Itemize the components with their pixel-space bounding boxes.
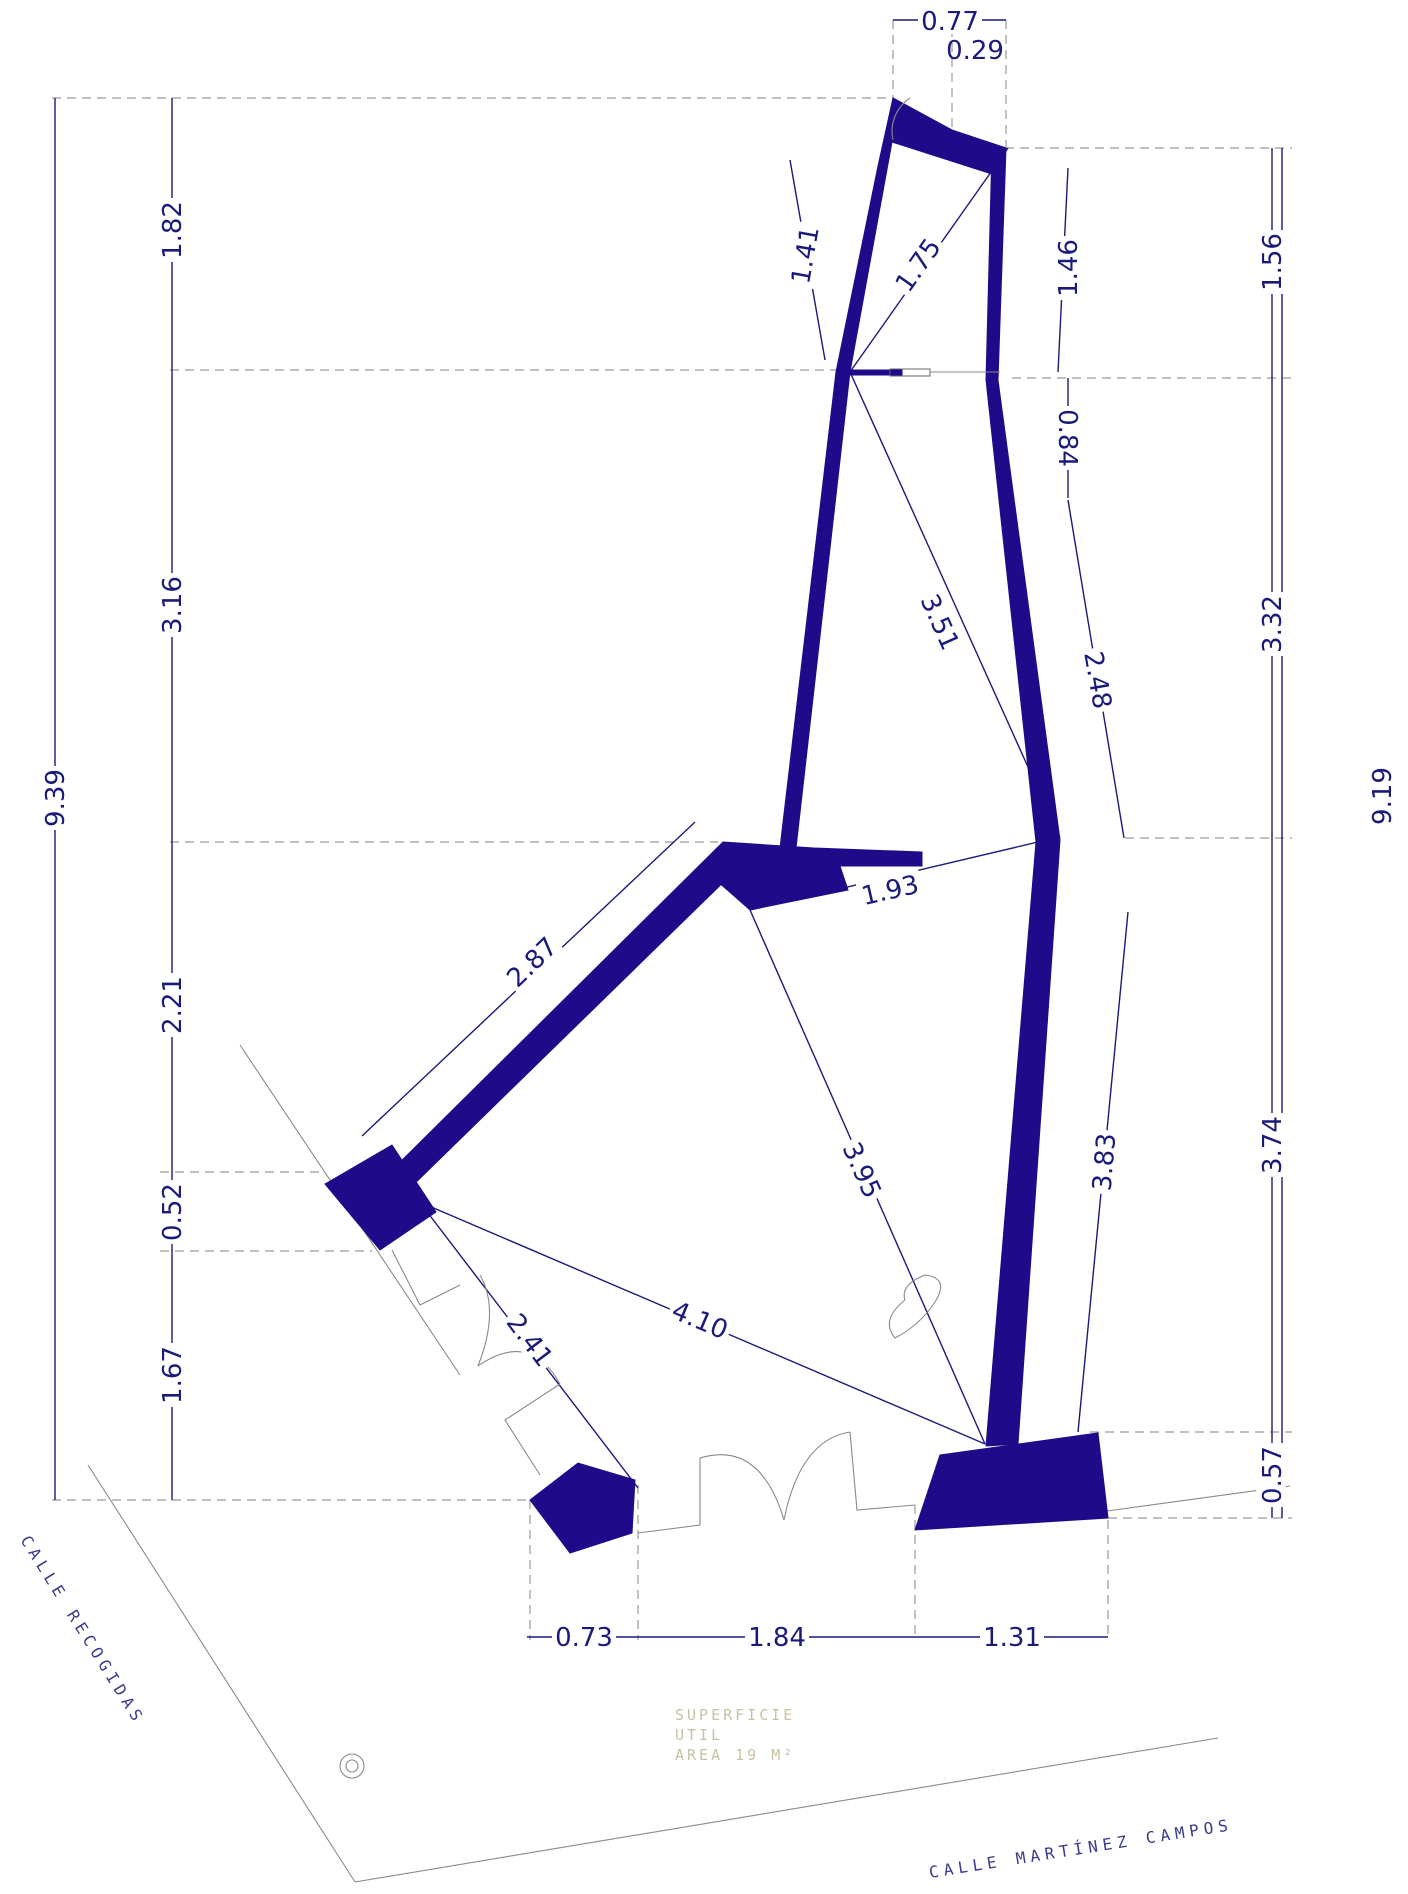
dim-919: 9.19 [1368, 767, 1398, 825]
dim-374: 3.74 [1258, 1116, 1288, 1174]
area-label: SUPERFICIE UTIL AREA 19 M² [675, 1706, 795, 1764]
dimension-lines [54, 19, 1283, 1638]
dim-184: 1.84 [748, 1623, 806, 1653]
dim-332: 3.32 [1258, 595, 1288, 653]
wall-right-middle [985, 379, 1061, 843]
wall-top-piece [877, 97, 1007, 177]
dim-141: 1.41 [786, 224, 826, 286]
dimension-labels: 0.77 0.29 1.82 3.16 2.21 0.52 1.67 9.39 … [39, 4, 1398, 1653]
dim-193: 1.93 [859, 870, 922, 912]
walls [324, 97, 1109, 1554]
street-martinez-campos-label: CALLE MARTÍNEZ CAMPOS [928, 1815, 1234, 1882]
wall-corner-junction [715, 841, 923, 911]
area-line3: AREA 19 M² [675, 1746, 795, 1764]
dim-383: 3.83 [1088, 1132, 1123, 1192]
dim-029: 0.29 [946, 36, 1004, 66]
street-recogidas-label: CALLE RECOGIDAS [17, 1532, 149, 1728]
dim-052: 0.52 [158, 1183, 188, 1241]
wall-diagonal [381, 841, 741, 1193]
wall-bottom-column [529, 1462, 636, 1554]
wall-left-column [324, 1144, 437, 1251]
dim-146: 1.46 [1054, 239, 1084, 297]
dim-077: 0.77 [921, 7, 979, 37]
wall-bottom-right [914, 1432, 1109, 1531]
dim-182: 1.82 [158, 201, 188, 259]
dim-248: 2.48 [1077, 649, 1117, 711]
extension-lines [52, 20, 1292, 1640]
wall-left-middle [779, 371, 851, 849]
dim-939: 9.39 [41, 769, 71, 827]
dim-316: 3.16 [158, 576, 188, 634]
dim-221: 2.21 [158, 976, 188, 1034]
dim-073: 0.73 [555, 1623, 613, 1653]
dim-156: 1.56 [1258, 233, 1288, 291]
street-labels: CALLE RECOGIDAS CALLE MARTÍNEZ CAMPOS [17, 1532, 1235, 1882]
dim-084: 0.84 [1052, 409, 1082, 467]
wall-right-upper [985, 147, 1007, 381]
wall-right-lower [985, 839, 1061, 1447]
window-sill [849, 369, 903, 376]
dim-131: 1.31 [983, 1623, 1041, 1653]
area-line1: SUPERFICIE [675, 1706, 795, 1724]
wall-left-upper [835, 141, 893, 373]
openings [339, 97, 1000, 1779]
area-line2: UTIL [675, 1726, 723, 1744]
dim-057: 0.57 [1258, 1446, 1288, 1504]
dim-167: 1.67 [158, 1346, 188, 1404]
